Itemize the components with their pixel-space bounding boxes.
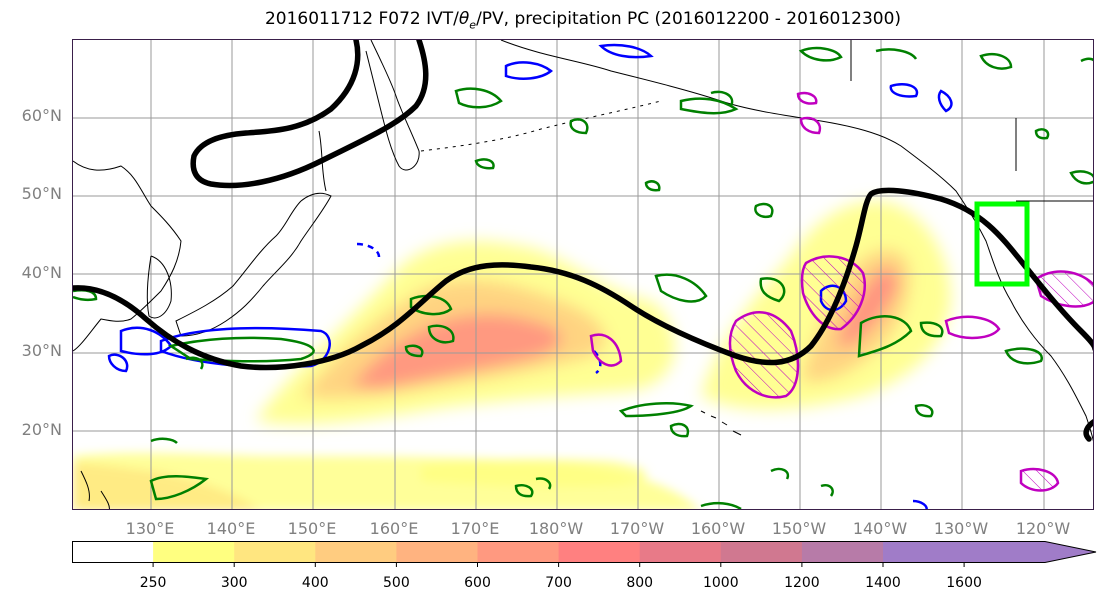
ivt-contours-black (73, 40, 1093, 442)
colorbar-segment (234, 541, 316, 563)
coast-kamchatka (365, 40, 420, 171)
colorbar-tick-label: 400 (301, 575, 329, 591)
lon-label-150e: 150°E (287, 519, 337, 538)
colorbar-tick-label: 1400 (865, 575, 901, 591)
colorbar (72, 541, 1097, 567)
lat-label-30n: 30°N (21, 341, 62, 360)
colorbar-tick-label: 600 (464, 575, 491, 591)
lon-label-180w: 180°W (528, 519, 584, 538)
lon-label-160w: 160°W (690, 519, 746, 538)
colorbar-segment (801, 541, 884, 563)
colorbar-outline (72, 541, 1097, 563)
colorbar-segment (315, 541, 397, 563)
colorbar-segment (720, 541, 803, 563)
lon-label-120w: 120°W (1015, 519, 1071, 538)
border-us-canada (850, 40, 1093, 202)
colorbar-tick-label: 1200 (784, 575, 820, 591)
colorbar-tick-label: 800 (626, 575, 654, 591)
ivt-contour-north (190, 40, 429, 189)
lon-label-140e: 140°E (206, 519, 256, 538)
lat-label-20n: 20°N (21, 420, 62, 439)
lon-label-130w: 130°W (933, 519, 989, 538)
lon-label-160e: 160°E (369, 519, 419, 538)
map-panel[interactable] (72, 39, 1094, 510)
colorbar-segment (883, 541, 1096, 563)
coast-hawaii (700, 410, 742, 436)
colorbar-tick-label: 1000 (702, 575, 739, 591)
colorbar-tick-label: 250 (139, 575, 167, 591)
coastlines (73, 40, 1093, 509)
colorbar-tick-label: 500 (383, 575, 410, 591)
lat-label-60n: 60°N (21, 106, 62, 125)
colorbar-segment (639, 541, 722, 563)
ivt-contour-south (1083, 419, 1093, 442)
coast-alaska (500, 40, 1093, 442)
colorbar-tick-label: 1600 (946, 575, 982, 591)
colorbar-tick-label: 700 (545, 575, 572, 591)
colorbar-tick-label: 300 (220, 575, 248, 591)
colorbar-segment (558, 541, 641, 563)
coast-japan (175, 192, 332, 337)
colorbar-segment (153, 541, 235, 563)
coast-aleutians (420, 100, 662, 152)
lon-label-140w: 140°W (852, 519, 908, 538)
coast-korea (146, 255, 172, 319)
lon-label-150w: 150°W (771, 519, 827, 538)
map-title: 2016011712 F072 IVT/θe/PV, precipitation… (264, 9, 902, 32)
colorbar-segment (72, 541, 154, 563)
lon-label-130e: 130°E (125, 519, 175, 538)
ivt-band-south (73, 452, 699, 509)
map-svg[interactable] (73, 40, 1094, 510)
lon-label-170e: 170°E (450, 519, 500, 538)
target-region-box[interactable] (974, 201, 1030, 287)
lon-label-170w: 170°W (609, 519, 665, 538)
colorbar-segment (396, 541, 478, 563)
ivt-contour-main (73, 187, 1093, 371)
lat-label-50n: 50°N (21, 184, 62, 203)
coast-philippines (80, 470, 110, 509)
coast-asia (73, 160, 182, 352)
lat-label-40n: 40°N (21, 263, 62, 282)
colorbar-segment (477, 541, 560, 563)
